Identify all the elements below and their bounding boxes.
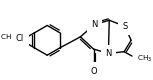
Text: S: S: [122, 22, 128, 31]
Text: Cl: Cl: [16, 34, 24, 43]
Text: O: O: [90, 67, 97, 76]
Text: CH$_3$: CH$_3$: [137, 54, 153, 64]
Text: N: N: [105, 49, 112, 58]
Text: O: O: [18, 38, 25, 47]
Text: N: N: [91, 20, 98, 29]
Text: CH$_3$: CH$_3$: [0, 33, 15, 43]
